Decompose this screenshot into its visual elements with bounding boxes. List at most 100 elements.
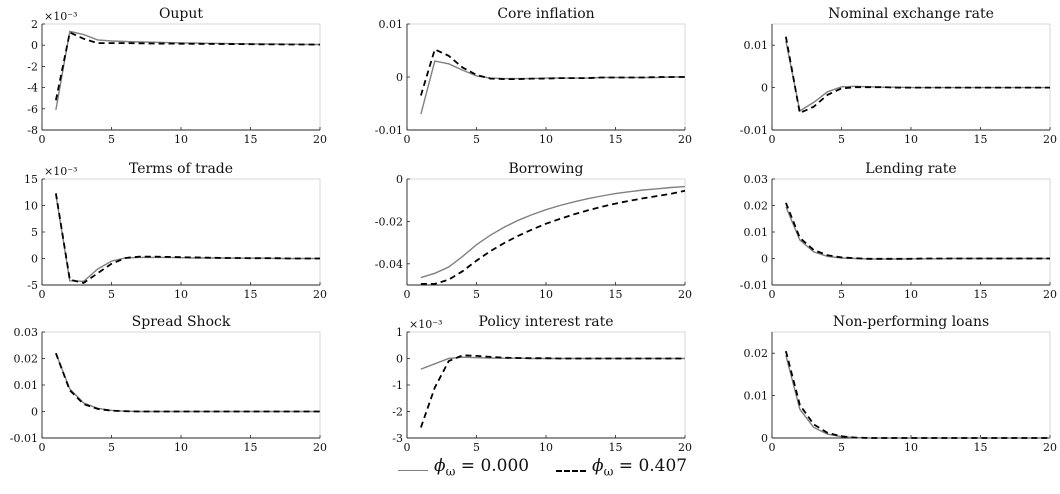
- y-tick-label-spread-shock: -0.01: [10, 432, 38, 445]
- x-tick-label-ouput: 5: [108, 133, 115, 146]
- y-tick-label-lending-rate: 0.03: [744, 173, 769, 186]
- y-tick-label-lending-rate: -0.01: [740, 279, 768, 292]
- y-tick-label-non-performing-loans: 0: [761, 432, 768, 445]
- y-tick-label-nominal-exchange-rate: 0.01: [744, 39, 769, 52]
- x-tick-label-borrowing: 20: [678, 288, 692, 301]
- x-tick-label-spread-shock: 10: [174, 441, 188, 454]
- series-line-solid-borrowing: [420, 185, 686, 279]
- series-line-solid-terms-of-trade: [55, 194, 320, 283]
- x-tick-label-lending-rate: 5: [838, 288, 845, 301]
- y-tick-label-terms-of-trade: 10: [24, 200, 38, 213]
- y-tick-label-core-inflation: -0.01: [375, 124, 403, 137]
- y-tick-label-ouput: 0: [31, 39, 38, 52]
- panel-title-ouput: Ouput: [159, 6, 203, 22]
- series-line-dashed-borrowing: [420, 189, 686, 285]
- plot-box-lending-rate: [771, 178, 1051, 286]
- series-line-solid-non-performing-loans: [785, 355, 1050, 439]
- series-line-dashed-terms-of-trade: [55, 193, 320, 284]
- series-line-dashed-spread-shock: [55, 352, 320, 413]
- y-tick-label-ouput: -4: [27, 82, 38, 95]
- legend-swatch-dashed: [556, 470, 586, 472]
- x-tick-label-core-inflation: 15: [609, 133, 623, 146]
- y-tick-label-ouput: -2: [27, 60, 38, 73]
- x-tick-label-terms-of-trade: 20: [313, 288, 327, 301]
- series-line-dashed-core-inflation: [420, 48, 685, 96]
- x-tick-label-core-inflation: 0: [404, 133, 411, 146]
- y-tick-label-ouput: -8: [27, 124, 38, 137]
- y-tick-label-spread-shock: 0.01: [14, 379, 39, 392]
- y-tick-label-borrowing: 0: [396, 173, 403, 186]
- panel-borrowing: Borrowing 0 5 10 15 20 -0.04 -0.02 0: [375, 161, 692, 301]
- x-tick-label-lending-rate: 0: [769, 288, 776, 301]
- x-tick-label-core-inflation: 10: [539, 133, 553, 146]
- y-tick-label-policy-interest-rate: 1: [396, 326, 403, 339]
- series-line-dashed-policy-interest-rate: [420, 354, 685, 428]
- exponent-label-terms-of-trade: ×10⁻³: [44, 165, 77, 178]
- y-tick-label-terms-of-trade: 5: [31, 226, 38, 239]
- y-tick-label-core-inflation: 0: [396, 71, 403, 84]
- x-tick-label-lending-rate: 10: [904, 288, 918, 301]
- x-tick-label-nominal-exchange-rate: 20: [1043, 133, 1057, 146]
- x-tick-label-core-inflation: 20: [678, 133, 692, 146]
- x-tick-label-lending-rate: 20: [1043, 288, 1057, 301]
- y-tick-label-non-performing-loans: 0.01: [744, 390, 769, 403]
- plot-box-policy-interest-rate: [406, 331, 686, 439]
- x-tick-label-policy-interest-rate: 5: [473, 441, 480, 454]
- y-tick-label-lending-rate: 0.02: [744, 200, 769, 213]
- x-tick-label-borrowing: 0: [404, 288, 411, 301]
- x-tick-label-borrowing: 5: [473, 288, 480, 301]
- y-tick-label-borrowing: -0.02: [375, 215, 403, 228]
- series-line-solid-lending-rate: [785, 206, 1050, 260]
- panel-title-policy-interest-rate: Policy interest rate: [478, 314, 613, 330]
- y-tick-label-nominal-exchange-rate: 0: [761, 82, 768, 95]
- plot-box-terms-of-trade: [41, 178, 321, 286]
- series-line-dashed-non-performing-loans: [785, 350, 1050, 439]
- x-tick-label-ouput: 20: [313, 133, 327, 146]
- legend-label-solid: ϕω = 0.000: [434, 456, 530, 479]
- series-line-solid-spread-shock: [55, 352, 320, 413]
- x-tick-label-terms-of-trade: 0: [39, 288, 46, 301]
- series-line-solid-core-inflation: [420, 60, 685, 115]
- series-line-dashed-lending-rate: [785, 202, 1050, 260]
- series-line-solid-ouput: [55, 30, 321, 111]
- panel-title-borrowing: Borrowing: [509, 161, 584, 177]
- y-tick-label-non-performing-loans: 0.02: [744, 347, 769, 360]
- x-tick-label-policy-interest-rate: 15: [609, 441, 623, 454]
- panel-policy-interest-rate: Policy interest rate ×10⁻³ 0 5 10 15 20 -3 -2 -1 0…: [392, 314, 692, 454]
- panel-title-core-inflation: Core inflation: [497, 6, 594, 22]
- y-tick-label-spread-shock: 0.03: [14, 326, 39, 339]
- panel-title-nominal-exchange-rate: Nominal exchange rate: [828, 6, 994, 22]
- y-tick-label-nominal-exchange-rate: -0.01: [740, 124, 768, 137]
- panel-title-lending-rate: Lending rate: [865, 161, 956, 177]
- x-tick-label-non-performing-loans: 20: [1043, 441, 1057, 454]
- x-tick-label-policy-interest-rate: 0: [404, 441, 411, 454]
- x-tick-label-terms-of-trade: 15: [244, 288, 258, 301]
- legend-swatch-solid: [398, 470, 428, 471]
- panel-title-terms-of-trade: Terms of trade: [129, 161, 233, 177]
- y-tick-label-terms-of-trade: 15: [24, 173, 38, 186]
- x-tick-label-borrowing: 10: [539, 288, 553, 301]
- x-tick-label-lending-rate: 15: [974, 288, 988, 301]
- plot-box-nominal-exchange-rate: [771, 23, 1051, 131]
- x-tick-label-ouput: 10: [174, 133, 188, 146]
- y-tick-label-lending-rate: 0.01: [744, 226, 769, 239]
- x-tick-label-terms-of-trade: 5: [108, 288, 115, 301]
- x-tick-label-non-performing-loans: 5: [838, 441, 845, 454]
- series-line-dashed-nominal-exchange-rate: [785, 36, 1050, 115]
- x-tick-label-policy-interest-rate: 20: [678, 441, 692, 454]
- x-tick-label-ouput: 15: [244, 133, 258, 146]
- y-tick-label-spread-shock: 0.02: [14, 353, 39, 366]
- x-tick-label-borrowing: 15: [609, 288, 623, 301]
- x-tick-label-nominal-exchange-rate: 10: [904, 133, 918, 146]
- x-tick-label-spread-shock: 20: [313, 441, 327, 454]
- plot-box-spread-shock: [41, 331, 321, 439]
- series-line-solid-nominal-exchange-rate: [785, 40, 1050, 113]
- x-tick-label-nominal-exchange-rate: 15: [974, 133, 988, 146]
- panel-title-spread-shock: Spread Shock: [132, 314, 231, 330]
- x-tick-label-spread-shock: 15: [244, 441, 258, 454]
